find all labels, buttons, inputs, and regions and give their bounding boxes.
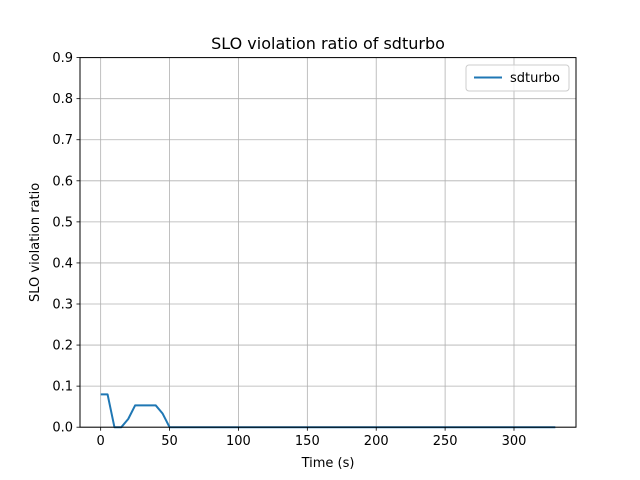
x-tick-label: 150: [295, 434, 320, 449]
y-tick-label: 0.5: [52, 215, 73, 230]
x-tick-label: 250: [433, 434, 458, 449]
x-axis-title: Time (s): [301, 456, 355, 471]
legend-box: [465, 64, 570, 92]
y-tick-label: 0.8: [52, 92, 73, 107]
x-tick-label: 0: [97, 434, 105, 449]
y-tick-label: 0.6: [52, 174, 73, 189]
y-tick-label: 0.3: [52, 298, 73, 313]
y-tick-label: 0.9: [52, 51, 73, 66]
legend: sdturbo: [465, 64, 570, 92]
x-tick-label: 50: [161, 434, 178, 449]
chart-title: SLO violation ratio of sdturbo: [211, 34, 445, 53]
y-tick-label: 0.7: [52, 133, 73, 148]
y-axis-title: SLO violation ratio: [28, 183, 43, 302]
x-tick-label: 200: [364, 434, 389, 449]
y-tick-label: 0.2: [52, 339, 73, 354]
legend-label-sdturbo: sdturbo: [510, 71, 560, 86]
x-tick-label: 100: [226, 434, 251, 449]
y-tick-label: 0.0: [52, 421, 73, 436]
ticks: 0 50 100 150 200 250 300 0.0 0.1 0.2 0.3 0.4 0.5 0.6 0…: [52, 51, 526, 449]
plot-frame: [79, 57, 577, 428]
x-tick-label: 300: [502, 434, 527, 449]
y-tick-label: 0.1: [52, 380, 73, 395]
y-tick-label: 0.4: [52, 256, 73, 271]
